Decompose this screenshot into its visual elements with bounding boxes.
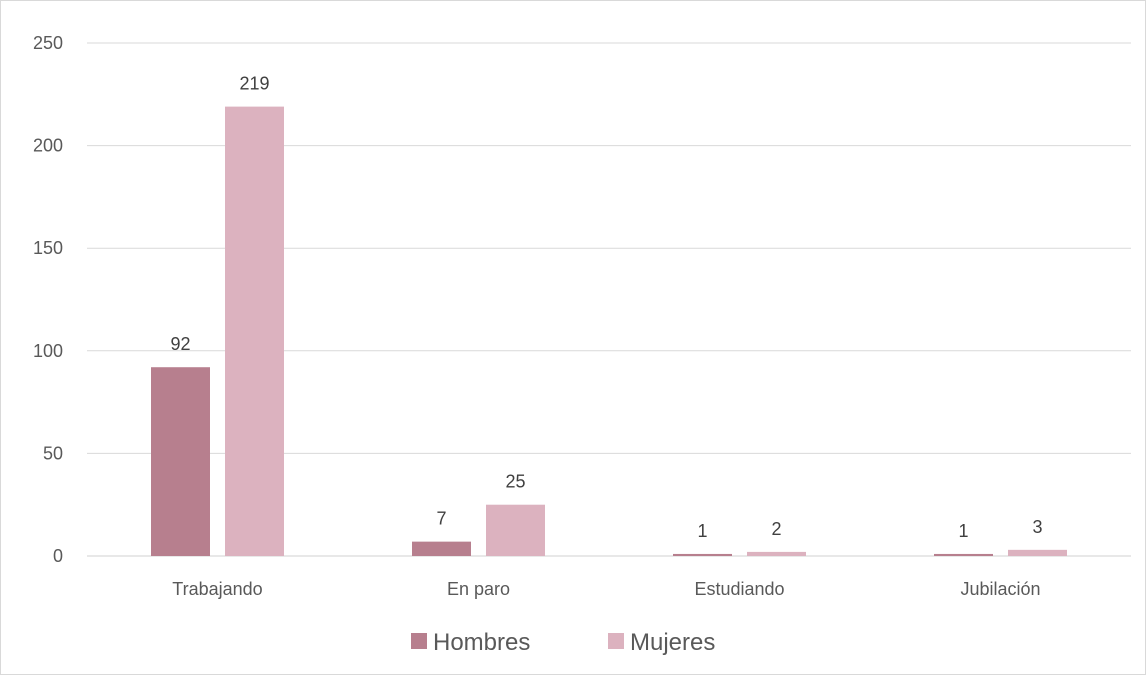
- data-label: 7: [436, 509, 446, 529]
- y-tick-label: 100: [33, 341, 63, 361]
- data-label: 1: [697, 521, 707, 541]
- bar-hombres: [934, 553, 993, 556]
- data-label: 92: [170, 334, 190, 354]
- legend: Hombres Mujeres: [411, 629, 715, 656]
- bar-hombres: [412, 541, 471, 556]
- bar-mujeres: [1008, 549, 1067, 556]
- data-label: 3: [1032, 517, 1042, 537]
- legend-label-mujeres: Mujeres: [630, 629, 715, 656]
- legend-label-hombres: Hombres: [433, 629, 530, 656]
- bar-mujeres: [225, 106, 284, 556]
- bar-hombres: [673, 553, 732, 556]
- y-tick-label: 0: [53, 546, 63, 566]
- data-label: 1: [958, 521, 968, 541]
- bar-mujeres: [486, 504, 545, 556]
- legend-swatch-hombres: [411, 633, 427, 649]
- x-tick-label: Trabajando: [172, 579, 262, 599]
- bar-hombres: [151, 367, 210, 556]
- y-tick-label: 50: [43, 443, 63, 463]
- data-label: 219: [239, 74, 269, 94]
- x-tick-label: En paro: [447, 579, 510, 599]
- y-tick-label: 150: [33, 238, 63, 258]
- y-tick-label: 250: [33, 33, 63, 53]
- data-label: 25: [505, 472, 525, 492]
- y-axis: 0 50 100 150 200 250: [33, 33, 63, 566]
- x-tick-label: Estudiando: [694, 579, 784, 599]
- bar-mujeres: [747, 551, 806, 556]
- bars: [151, 106, 1067, 556]
- legend-swatch-mujeres: [608, 633, 624, 649]
- data-labels: 92 219 7 25 1 2 1 3: [170, 74, 1042, 541]
- data-label: 2: [771, 519, 781, 539]
- x-tick-label: Jubilación: [960, 579, 1040, 599]
- y-tick-label: 200: [33, 136, 63, 156]
- x-axis: Trabajando En paro Estudiando Jubilación: [172, 579, 1040, 599]
